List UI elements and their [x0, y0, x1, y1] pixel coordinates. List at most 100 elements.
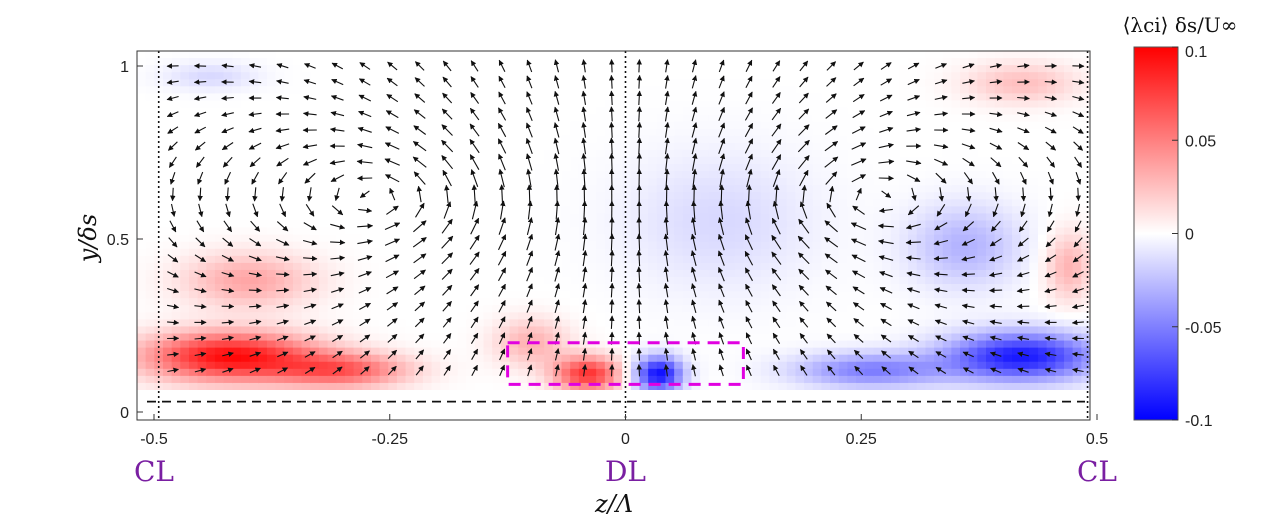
- heatmap-cell: [492, 220, 502, 229]
- heatmap-cell: [353, 234, 363, 243]
- heatmap-cell: [656, 382, 667, 391]
- heatmap-cell: [1029, 128, 1039, 137]
- heatmap-cell: [388, 58, 398, 66]
- heatmap-cell: [292, 255, 303, 264]
- heatmap-cell: [882, 234, 892, 243]
- heatmap-cell: [1003, 178, 1013, 186]
- heatmap-cell: [223, 220, 233, 229]
- heatmap-cell: [240, 206, 251, 215]
- heatmap-cell: [726, 58, 736, 66]
- heatmap-cell: [786, 284, 797, 292]
- heatmap-cell: [743, 86, 753, 94]
- heatmap-cell: [726, 51, 736, 59]
- heatmap-cell: [994, 156, 1004, 165]
- heatmap-cell: [526, 319, 537, 328]
- heatmap-cell: [934, 58, 944, 66]
- heatmap-cell: [362, 199, 372, 207]
- heatmap-cell: [318, 227, 329, 236]
- heatmap-cell: [691, 128, 701, 137]
- heatmap-cell: [691, 291, 701, 299]
- heatmap-cell: [474, 72, 485, 80]
- heatmap-cell: [908, 326, 918, 335]
- heatmap-cell: [665, 298, 675, 306]
- heatmap-cell: [769, 51, 779, 59]
- heatmap-cell: [466, 241, 476, 250]
- heatmap-cell: [778, 234, 788, 243]
- heatmap-cell: [431, 368, 441, 377]
- heatmap-cell: [639, 269, 649, 278]
- heatmap-cell: [336, 368, 346, 377]
- heatmap-cell: [778, 171, 788, 179]
- heatmap-cell: [535, 100, 545, 109]
- heatmap-cell: [561, 241, 571, 250]
- heatmap-cell: [518, 340, 528, 349]
- heatmap-cell: [466, 375, 476, 384]
- heatmap-cell: [1029, 213, 1039, 222]
- heatmap-cell: [760, 86, 771, 94]
- heatmap-cell: [587, 340, 597, 349]
- heatmap-cell: [856, 291, 866, 299]
- heatmap-cell: [622, 312, 632, 320]
- heatmap-cell: [240, 220, 251, 229]
- heatmap-cell: [431, 107, 441, 116]
- heatmap-cell: [509, 142, 519, 151]
- heatmap-cell: [882, 51, 892, 59]
- heatmap-cell: [934, 86, 944, 94]
- heatmap-cell: [968, 149, 978, 158]
- heatmap-cell: [648, 305, 658, 313]
- heatmap-cell: [474, 58, 485, 66]
- heatmap-cell: [908, 149, 918, 158]
- heatmap-cell: [1012, 100, 1022, 109]
- heatmap-cell: [682, 114, 693, 123]
- heatmap-cell: [414, 121, 424, 130]
- heatmap-cell: [327, 375, 337, 384]
- heatmap-cell: [838, 86, 849, 94]
- heatmap-cell: [292, 72, 303, 80]
- heatmap-cell: [622, 206, 632, 215]
- heatmap-cell: [812, 312, 823, 320]
- heatmap-cell: [1003, 326, 1013, 335]
- heatmap-cell: [500, 171, 511, 179]
- heatmap-cell: [336, 255, 346, 264]
- heatmap-cell: [977, 368, 987, 377]
- heatmap-cell: [370, 142, 381, 151]
- heatmap-cell: [838, 305, 849, 313]
- heatmap-cell: [925, 149, 935, 158]
- heatmap-cell: [994, 114, 1004, 123]
- heatmap-cell: [258, 171, 268, 179]
- heatmap-cell: [284, 171, 294, 179]
- heatmap-cell: [431, 206, 441, 215]
- heatmap-cell: [422, 100, 433, 109]
- heatmap-cell: [414, 277, 424, 285]
- heatmap-cell: [734, 269, 745, 278]
- heatmap-cell: [847, 86, 857, 94]
- heatmap-cell: [266, 220, 277, 229]
- heatmap-cell: [526, 368, 537, 377]
- heatmap-cell: [1020, 171, 1030, 179]
- heatmap-cell: [370, 156, 381, 165]
- heatmap-cell: [665, 305, 675, 313]
- heatmap-cell: [778, 305, 788, 313]
- heatmap-cell: [162, 298, 173, 306]
- heatmap-cell: [145, 220, 155, 229]
- heatmap-cell: [145, 262, 155, 271]
- heatmap-cell: [613, 72, 623, 80]
- heatmap-cell: [1029, 248, 1039, 257]
- heatmap-cell: [578, 361, 589, 370]
- heatmap-cell: [344, 164, 355, 172]
- heatmap-cell: [1012, 269, 1022, 278]
- heatmap-cell: [622, 164, 632, 172]
- heatmap-cell: [873, 86, 883, 94]
- heatmap-cell: [240, 340, 251, 349]
- heatmap-cell: [951, 199, 961, 207]
- heatmap-cell: [396, 149, 407, 158]
- heatmap-cell: [648, 65, 658, 73]
- heatmap-cell: [882, 262, 892, 271]
- heatmap-cell: [977, 114, 987, 123]
- heatmap-cell: [561, 164, 571, 172]
- heatmap-cell: [353, 227, 363, 236]
- heatmap-cell: [370, 347, 381, 356]
- heatmap-cell: [535, 312, 545, 320]
- heatmap-cell: [873, 51, 883, 59]
- heatmap-cell: [691, 227, 701, 236]
